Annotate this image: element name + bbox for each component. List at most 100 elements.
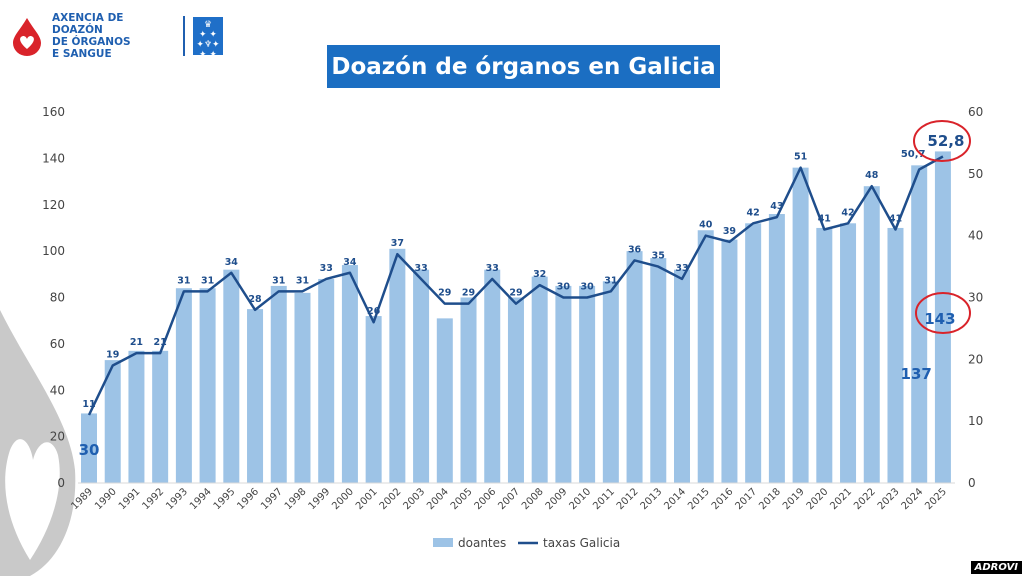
- agency-name-line: AXENCIA DE DOAZÓN: [52, 12, 124, 36]
- highlight-circle: [915, 292, 971, 334]
- bar-2003: [413, 269, 430, 483]
- line-value-label: 32: [533, 269, 546, 280]
- x-tick-label: 2015: [686, 486, 712, 512]
- x-tick-label: 2019: [781, 486, 807, 512]
- x-tick-label: 2014: [662, 486, 688, 512]
- line-value-label: 51: [794, 152, 807, 163]
- bar-2010: [579, 285, 596, 483]
- x-tick-label: 2021: [828, 486, 854, 512]
- line-value-label: 34: [225, 257, 239, 268]
- line-value-label: 31: [201, 275, 214, 286]
- bar-2006: [484, 269, 501, 483]
- line-value-label: 21: [130, 337, 143, 348]
- y-right-tick: 50: [968, 167, 983, 181]
- agency-name-line: E SANGUE: [52, 48, 112, 60]
- line-value-label: 33: [320, 263, 333, 274]
- bar-2015: [697, 230, 714, 483]
- line-value-label: 29: [462, 288, 475, 299]
- line-value-label: 31: [272, 275, 285, 286]
- line-value-label: 33: [486, 263, 499, 274]
- y-right-tick: 20: [968, 352, 983, 366]
- line-value-label: 35: [652, 251, 665, 262]
- bar-1997: [270, 285, 287, 483]
- x-tick-label: 1999: [307, 486, 333, 512]
- adrovi-watermark: ADROVI: [970, 561, 1022, 574]
- bar-value-label: 30: [79, 441, 100, 459]
- y-left-tick: 60: [50, 337, 65, 351]
- line-value-label: 28: [248, 294, 262, 305]
- line-value-label: 33: [414, 263, 427, 274]
- bar-1999: [318, 278, 335, 483]
- y-right-tick: 60: [968, 105, 983, 119]
- bar-2002: [389, 248, 406, 483]
- bar-2001: [365, 316, 382, 483]
- line-value-label: 30: [581, 282, 595, 293]
- agency-name-line: DE ÓRGANOS: [52, 36, 131, 48]
- x-tick-label: 1994: [188, 486, 214, 512]
- line-value-label: 30: [557, 282, 571, 293]
- bar-2020: [816, 227, 833, 483]
- y-right-tick: 0: [968, 476, 976, 490]
- y-left-tick: 140: [42, 151, 65, 165]
- x-tick-label: 1992: [141, 486, 167, 512]
- x-tick-label: 1993: [164, 486, 190, 512]
- agency-logo: AXENCIA DE DOAZÓN DE ÓRGANOS E SANGUE ♛ ✦…: [10, 12, 223, 60]
- x-tick-label: 2001: [354, 486, 380, 512]
- x-tick-label: 2024: [900, 486, 926, 512]
- line-value-label: 39: [723, 226, 736, 237]
- x-tick-label: 2010: [567, 486, 593, 512]
- line-value-label: 41: [818, 213, 831, 224]
- bar-1996: [247, 309, 264, 483]
- bar-2022: [863, 186, 880, 483]
- x-tick-label: 2012: [615, 486, 641, 512]
- bar-value-label: 137: [901, 365, 932, 383]
- x-tick-label: 2018: [757, 486, 783, 512]
- line-value-label: 40: [699, 220, 713, 231]
- bar-2013: [650, 258, 667, 483]
- bar-1992: [152, 350, 169, 483]
- bar-value-label: 143: [924, 310, 955, 328]
- highlight-circle: [913, 120, 971, 162]
- x-tick-label: 2005: [449, 486, 475, 512]
- legend-label: taxas Galicia: [543, 536, 620, 550]
- bar-1989: [81, 413, 97, 483]
- x-tick-label: 2011: [591, 486, 617, 512]
- y-left-tick: 20: [50, 430, 65, 444]
- y-right-tick: 40: [968, 229, 983, 243]
- x-tick-label: 2013: [639, 486, 665, 512]
- x-tick-label: 2000: [330, 486, 356, 512]
- line-value-label: 37: [391, 238, 404, 249]
- watermark-heart-icon: [5, 439, 60, 560]
- line-value-label: 21: [154, 337, 167, 348]
- bar-1994: [199, 288, 216, 483]
- x-tick-label: 2002: [378, 486, 404, 512]
- line-value-label: 36: [628, 244, 642, 255]
- bar-2004: [436, 318, 453, 483]
- bar-1990: [104, 360, 121, 483]
- blood-drop-icon: [13, 18, 41, 56]
- x-tick-label: 1997: [259, 486, 285, 512]
- legend-bar-swatch: [433, 538, 453, 547]
- line-value-label: 50,7: [901, 149, 926, 160]
- galicia-coat-of-arms-icon: ♛ ✦ ✦ ✦♆✦ ✦ ✦: [193, 17, 223, 60]
- y-left-tick: 160: [42, 105, 65, 119]
- x-tick-label: 1995: [212, 486, 238, 512]
- bar-2005: [460, 297, 477, 483]
- line-value-label: 33: [675, 263, 688, 274]
- taxas-line: [87, 155, 944, 416]
- bar-2023: [887, 227, 904, 483]
- bar-2011: [602, 281, 619, 483]
- x-tick-label: 1998: [283, 486, 309, 512]
- line-value-label: 43: [770, 201, 783, 212]
- x-tick-label: 2009: [544, 486, 570, 512]
- y-left-tick: 120: [42, 198, 65, 212]
- y-left-tick: 0: [57, 476, 65, 490]
- line-value-label: 34: [343, 257, 357, 268]
- bar-2019: [792, 167, 809, 483]
- bar-2012: [626, 251, 643, 483]
- bar-1991: [128, 350, 145, 483]
- x-tick-label: 1990: [93, 486, 119, 512]
- logo-divider: [183, 16, 185, 56]
- line-value-label: 52,8: [927, 132, 964, 150]
